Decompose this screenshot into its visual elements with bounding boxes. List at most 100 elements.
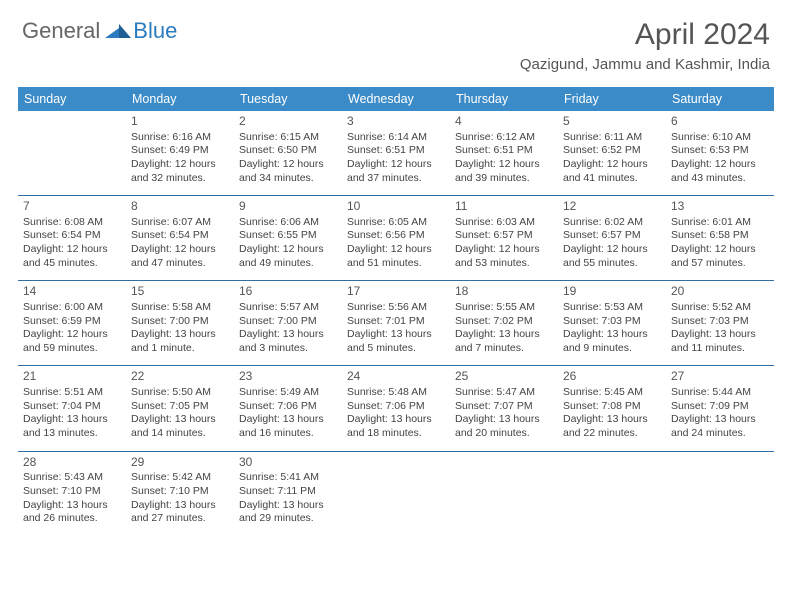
calendar-cell: 2Sunrise: 6:15 AMSunset: 6:50 PMDaylight… xyxy=(234,111,342,196)
weekday-header: Sunday xyxy=(18,87,126,111)
calendar-cell: 21Sunrise: 5:51 AMSunset: 7:04 PMDayligh… xyxy=(18,366,126,451)
sunset-text: Sunset: 6:54 PM xyxy=(23,229,121,243)
sunrise-text: Sunrise: 6:05 AM xyxy=(347,216,445,230)
calendar-cell: 9Sunrise: 6:06 AMSunset: 6:55 PMDaylight… xyxy=(234,196,342,281)
sunrise-text: Sunrise: 5:49 AM xyxy=(239,386,337,400)
calendar-cell: 26Sunrise: 5:45 AMSunset: 7:08 PMDayligh… xyxy=(558,366,666,451)
calendar-cell: 22Sunrise: 5:50 AMSunset: 7:05 PMDayligh… xyxy=(126,366,234,451)
sunrise-text: Sunrise: 5:55 AM xyxy=(455,301,553,315)
calendar-cell: 25Sunrise: 5:47 AMSunset: 7:07 PMDayligh… xyxy=(450,366,558,451)
calendar-cell: 24Sunrise: 5:48 AMSunset: 7:06 PMDayligh… xyxy=(342,366,450,451)
calendar-row: 1Sunrise: 6:16 AMSunset: 6:49 PMDaylight… xyxy=(18,111,774,196)
sunrise-text: Sunrise: 6:03 AM xyxy=(455,216,553,230)
calendar-cell: 5Sunrise: 6:11 AMSunset: 6:52 PMDaylight… xyxy=(558,111,666,196)
sunset-text: Sunset: 6:49 PM xyxy=(131,144,229,158)
sunrise-text: Sunrise: 6:06 AM xyxy=(239,216,337,230)
calendar-cell: 11Sunrise: 6:03 AMSunset: 6:57 PMDayligh… xyxy=(450,196,558,281)
sunset-text: Sunset: 6:52 PM xyxy=(563,144,661,158)
weekday-header: Saturday xyxy=(666,87,774,111)
sunset-text: Sunset: 6:53 PM xyxy=(671,144,769,158)
sunrise-text: Sunrise: 5:44 AM xyxy=(671,386,769,400)
daylight-text: Daylight: 13 hours and 3 minutes. xyxy=(239,328,337,355)
sunset-text: Sunset: 6:56 PM xyxy=(347,229,445,243)
sunrise-text: Sunrise: 6:10 AM xyxy=(671,131,769,145)
location-text: Qazigund, Jammu and Kashmir, India xyxy=(520,56,770,73)
sunrise-text: Sunrise: 6:01 AM xyxy=(671,216,769,230)
calendar-cell: 27Sunrise: 5:44 AMSunset: 7:09 PMDayligh… xyxy=(666,366,774,451)
calendar-row: 28Sunrise: 5:43 AMSunset: 7:10 PMDayligh… xyxy=(18,451,774,536)
title-block: April 2024 Qazigund, Jammu and Kashmir, … xyxy=(520,18,770,73)
sunset-text: Sunset: 7:04 PM xyxy=(23,400,121,414)
sunset-text: Sunset: 7:08 PM xyxy=(563,400,661,414)
calendar-cell xyxy=(342,451,450,536)
sunset-text: Sunset: 7:10 PM xyxy=(131,485,229,499)
day-number: 22 xyxy=(131,369,229,385)
day-number: 7 xyxy=(23,199,121,215)
calendar-cell: 18Sunrise: 5:55 AMSunset: 7:02 PMDayligh… xyxy=(450,281,558,366)
calendar-cell: 16Sunrise: 5:57 AMSunset: 7:00 PMDayligh… xyxy=(234,281,342,366)
daylight-text: Daylight: 12 hours and 45 minutes. xyxy=(23,243,121,270)
calendar-cell: 7Sunrise: 6:08 AMSunset: 6:54 PMDaylight… xyxy=(18,196,126,281)
weekday-header-row: Sunday Monday Tuesday Wednesday Thursday… xyxy=(18,87,774,111)
calendar-cell: 3Sunrise: 6:14 AMSunset: 6:51 PMDaylight… xyxy=(342,111,450,196)
brand-text-general: General xyxy=(22,18,100,44)
daylight-text: Daylight: 13 hours and 7 minutes. xyxy=(455,328,553,355)
sunrise-text: Sunrise: 6:12 AM xyxy=(455,131,553,145)
day-number: 29 xyxy=(131,455,229,471)
calendar-cell: 13Sunrise: 6:01 AMSunset: 6:58 PMDayligh… xyxy=(666,196,774,281)
calendar-cell xyxy=(558,451,666,536)
day-number: 10 xyxy=(347,199,445,215)
daylight-text: Daylight: 12 hours and 32 minutes. xyxy=(131,158,229,185)
sunset-text: Sunset: 6:55 PM xyxy=(239,229,337,243)
calendar-body: 1Sunrise: 6:16 AMSunset: 6:49 PMDaylight… xyxy=(18,111,774,536)
day-number: 6 xyxy=(671,114,769,130)
daylight-text: Daylight: 12 hours and 53 minutes. xyxy=(455,243,553,270)
daylight-text: Daylight: 13 hours and 26 minutes. xyxy=(23,499,121,526)
sunset-text: Sunset: 6:51 PM xyxy=(347,144,445,158)
sunrise-text: Sunrise: 6:07 AM xyxy=(131,216,229,230)
day-number: 9 xyxy=(239,199,337,215)
daylight-text: Daylight: 13 hours and 16 minutes. xyxy=(239,413,337,440)
calendar-cell: 1Sunrise: 6:16 AMSunset: 6:49 PMDaylight… xyxy=(126,111,234,196)
calendar-cell: 10Sunrise: 6:05 AMSunset: 6:56 PMDayligh… xyxy=(342,196,450,281)
calendar-cell: 6Sunrise: 6:10 AMSunset: 6:53 PMDaylight… xyxy=(666,111,774,196)
sunrise-text: Sunrise: 5:57 AM xyxy=(239,301,337,315)
weekday-header: Thursday xyxy=(450,87,558,111)
calendar-cell: 15Sunrise: 5:58 AMSunset: 7:00 PMDayligh… xyxy=(126,281,234,366)
sunrise-text: Sunrise: 5:58 AM xyxy=(131,301,229,315)
daylight-text: Daylight: 13 hours and 24 minutes. xyxy=(671,413,769,440)
day-number: 23 xyxy=(239,369,337,385)
day-number: 27 xyxy=(671,369,769,385)
daylight-text: Daylight: 12 hours and 39 minutes. xyxy=(455,158,553,185)
daylight-text: Daylight: 13 hours and 29 minutes. xyxy=(239,499,337,526)
sunrise-text: Sunrise: 6:11 AM xyxy=(563,131,661,145)
sunset-text: Sunset: 7:09 PM xyxy=(671,400,769,414)
day-number: 25 xyxy=(455,369,553,385)
daylight-text: Daylight: 13 hours and 22 minutes. xyxy=(563,413,661,440)
sunrise-text: Sunrise: 6:02 AM xyxy=(563,216,661,230)
daylight-text: Daylight: 12 hours and 47 minutes. xyxy=(131,243,229,270)
calendar-cell: 4Sunrise: 6:12 AMSunset: 6:51 PMDaylight… xyxy=(450,111,558,196)
sunrise-text: Sunrise: 6:15 AM xyxy=(239,131,337,145)
calendar-cell: 23Sunrise: 5:49 AMSunset: 7:06 PMDayligh… xyxy=(234,366,342,451)
sunset-text: Sunset: 7:07 PM xyxy=(455,400,553,414)
sunset-text: Sunset: 6:57 PM xyxy=(563,229,661,243)
sunset-text: Sunset: 7:03 PM xyxy=(563,315,661,329)
calendar-cell: 14Sunrise: 6:00 AMSunset: 6:59 PMDayligh… xyxy=(18,281,126,366)
daylight-text: Daylight: 12 hours and 43 minutes. xyxy=(671,158,769,185)
sunrise-text: Sunrise: 5:56 AM xyxy=(347,301,445,315)
daylight-text: Daylight: 12 hours and 51 minutes. xyxy=(347,243,445,270)
daylight-text: Daylight: 12 hours and 34 minutes. xyxy=(239,158,337,185)
calendar-row: 14Sunrise: 6:00 AMSunset: 6:59 PMDayligh… xyxy=(18,281,774,366)
calendar-cell: 17Sunrise: 5:56 AMSunset: 7:01 PMDayligh… xyxy=(342,281,450,366)
weekday-header: Tuesday xyxy=(234,87,342,111)
calendar-cell: 20Sunrise: 5:52 AMSunset: 7:03 PMDayligh… xyxy=(666,281,774,366)
day-number: 11 xyxy=(455,199,553,215)
day-number: 24 xyxy=(347,369,445,385)
calendar-row: 21Sunrise: 5:51 AMSunset: 7:04 PMDayligh… xyxy=(18,366,774,451)
daylight-text: Daylight: 12 hours and 37 minutes. xyxy=(347,158,445,185)
sunset-text: Sunset: 7:06 PM xyxy=(347,400,445,414)
sunset-text: Sunset: 6:50 PM xyxy=(239,144,337,158)
day-number: 2 xyxy=(239,114,337,130)
sunrise-text: Sunrise: 5:45 AM xyxy=(563,386,661,400)
